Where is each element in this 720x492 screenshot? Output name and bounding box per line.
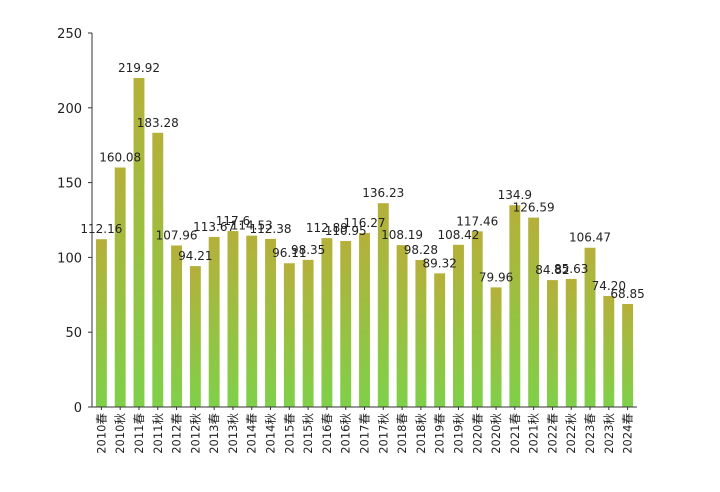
bar: [171, 245, 183, 407]
x-tick-label: 2011秋: [151, 413, 165, 454]
bar: [509, 205, 521, 407]
bar: [565, 278, 577, 407]
x-tick-label: 2016春: [320, 413, 334, 454]
data-label: 96.11: [272, 246, 306, 260]
bar: [283, 263, 295, 407]
bar: [528, 217, 540, 407]
data-label: 74.20: [592, 279, 626, 293]
x-tick-label: 2012秋: [188, 413, 202, 454]
bar: [396, 245, 408, 407]
x-tick-label: 2010春: [94, 413, 108, 454]
data-label: 126.59: [513, 201, 555, 215]
x-tick-label: 2018秋: [414, 413, 428, 454]
bar: [415, 259, 427, 407]
data-label: 113.67: [193, 220, 235, 234]
x-tick-label: 2013秋: [226, 413, 240, 454]
data-label: 136.23: [362, 186, 404, 200]
x-tick-label: 2019秋: [451, 413, 465, 454]
bar: [302, 259, 314, 407]
bar: [377, 203, 389, 407]
data-label: 183.28: [137, 116, 179, 130]
bar: [584, 247, 596, 407]
data-label: 116.27: [344, 216, 386, 230]
x-tick-label: 2014秋: [264, 413, 278, 454]
data-label: 112.89: [306, 221, 348, 235]
bar: [227, 231, 239, 407]
x-tick-label: 2019春: [433, 413, 447, 454]
bars-group: [95, 78, 634, 407]
bar: [152, 132, 164, 407]
data-label: 85.63: [554, 262, 588, 276]
x-tick-label: 2017秋: [376, 413, 390, 454]
data-label: 106.47: [569, 231, 611, 245]
y-tick-label: 250: [57, 27, 82, 42]
x-tick-label: 2018春: [395, 413, 409, 454]
bar: [490, 287, 502, 407]
data-label: 112.38: [250, 222, 292, 236]
data-label: 112.16: [80, 222, 122, 236]
x-tick-label: 2012春: [170, 413, 184, 454]
x-tick-label: 2013春: [207, 413, 221, 454]
x-tick-label: 2010秋: [113, 413, 127, 454]
data-label: 79.96: [479, 270, 513, 284]
data-label: 68.85: [610, 287, 644, 301]
x-axis: 2010春 2010秋 2011春 2011秋 2012春 2012秋 2013春 2013秋…: [92, 406, 637, 454]
x-tick-label: 2015春: [282, 413, 296, 454]
x-tick-label: 2023春: [583, 413, 597, 454]
x-tick-label: 2020秋: [489, 413, 503, 454]
y-tick-label: 50: [65, 326, 82, 341]
data-label: 84.82: [535, 263, 569, 277]
bar: [321, 238, 333, 407]
data-label: 108.19: [381, 228, 423, 242]
data-label: 110.95: [325, 224, 367, 238]
x-tick-label: 2016秋: [339, 413, 353, 454]
data-label: 94.21: [178, 249, 212, 263]
data-label: 160.08: [99, 151, 141, 165]
bar: [359, 233, 370, 407]
data-label: 107.96: [156, 228, 198, 242]
x-tick-label: 2020春: [470, 413, 484, 454]
bar: [133, 78, 145, 407]
bar: [265, 238, 276, 407]
bar: [546, 280, 558, 407]
data-label: 134.9: [498, 188, 532, 202]
data-label: 108.42: [437, 228, 479, 242]
bar: [471, 231, 483, 407]
bar: [246, 235, 258, 407]
y-axis: 0 50 100 150 200 250: [57, 27, 93, 416]
data-label: 117.6: [216, 214, 250, 228]
bar: [114, 167, 126, 407]
x-tick-label: 2021秋: [527, 413, 541, 454]
bar: [622, 304, 634, 407]
x-tick-label: 2024春: [621, 413, 635, 454]
bar: [189, 266, 201, 407]
data-label: 98.35: [291, 243, 325, 257]
data-labels-group: 112.16 160.08 219.92 183.28 107.96 94.21 113.6…: [80, 61, 644, 301]
data-label: 117.46: [456, 214, 498, 228]
data-label: 219.92: [118, 61, 160, 75]
data-label: 98.28: [404, 243, 438, 257]
x-tick-label: 2021春: [508, 413, 522, 454]
y-tick-label: 150: [57, 177, 82, 192]
x-tick-label: 2022秋: [564, 413, 578, 454]
bar: [340, 241, 352, 407]
x-tick-label: 2014春: [245, 413, 259, 454]
bar: [434, 273, 446, 407]
bar: [603, 296, 615, 407]
bar: [208, 236, 220, 407]
bar: [95, 239, 107, 407]
x-tick-label: 2022春: [545, 413, 559, 454]
y-tick-label: 200: [57, 102, 82, 117]
bar: [453, 244, 464, 407]
x-tick-label: 2015秋: [301, 413, 315, 454]
data-label: 114.53: [231, 219, 273, 233]
x-tick-label: 2011春: [132, 413, 146, 454]
y-tick-label: 0: [74, 401, 82, 416]
data-label: 89.32: [422, 256, 456, 270]
x-tick-label: 2023秋: [602, 413, 616, 454]
y-tick-label: 100: [57, 251, 82, 266]
x-tick-label: 2017春: [358, 413, 372, 454]
